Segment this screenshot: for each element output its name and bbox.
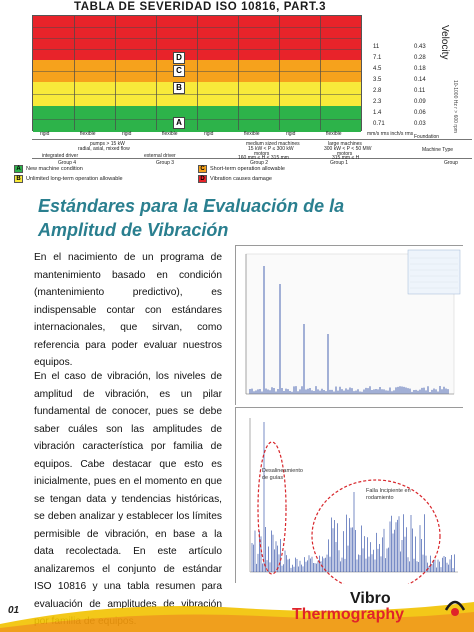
external-driver-label: external driver — [144, 153, 176, 159]
legend-text: Unlimited long-term operation allowable — [26, 176, 123, 182]
foundation-label: Foundation — [414, 134, 440, 140]
article-paragraph-1: En el nacimiento de un programa de mante… — [34, 252, 222, 368]
level-label: 2.8 — [373, 88, 382, 94]
column-label: flexible — [326, 131, 342, 137]
zone-letter-b: B — [173, 82, 185, 94]
article-paragraph-2: En el caso de vibración, los niveles de … — [34, 371, 222, 627]
group-2-label: Group 2 — [250, 160, 269, 166]
legend-item-a: A New machine condition — [14, 165, 83, 173]
zone-letter-c: C — [173, 65, 185, 77]
pumps-label: pumps > 15 kW — [90, 141, 125, 147]
legend-text: New machine condition — [26, 166, 83, 172]
legend-item-d: D Vibration causes damage — [198, 175, 272, 183]
group-3-label: Group 3 — [156, 160, 175, 166]
level-label: 4.5 — [373, 66, 382, 72]
brand-name-line-1: Vibro — [350, 590, 391, 607]
level-label-mm: 0.09 — [414, 99, 426, 105]
iso-severity-table: TABLA DE SEVERIDAD ISO 10816, PART.3 D C… — [12, 0, 472, 170]
legend-text: Vibration causes damage — [210, 176, 272, 182]
legend-swatch-c: C — [198, 165, 207, 173]
column-label: flexible — [162, 131, 178, 137]
page-number: 01 — [8, 605, 20, 616]
column-label: flexible — [80, 131, 96, 137]
column-label: flexible — [244, 131, 260, 137]
brand-logo-icon — [444, 600, 466, 616]
velocity-axis-subtitle: 10-1000 Hz r > 600 rpm — [452, 80, 458, 133]
severity-table-title: TABLA DE SEVERIDAD ISO 10816, PART.3 — [74, 1, 327, 13]
level-label-mm: 0.03 — [414, 121, 426, 127]
velocity-units: mm/s rms inch/s rms — [367, 131, 414, 137]
level-label-mm: 0.06 — [414, 110, 426, 116]
brand-name-line-2: Thermography — [292, 606, 405, 623]
level-label: 7.1 — [373, 55, 382, 61]
legend-item-c: C Short-term operation allowable — [198, 165, 285, 173]
level-label-mm: 0.18 — [414, 66, 426, 72]
legend-swatch-a: A — [14, 165, 23, 173]
column-label: rigid — [286, 131, 296, 137]
legend-item-b: B Unlimited long-term operation allowabl… — [14, 175, 123, 183]
pumps-sub-label: radial, axial, mixed flow — [78, 146, 130, 152]
spectrum-peaks-1 — [249, 266, 449, 394]
medium-machines-label: medium sized machines — [246, 141, 300, 147]
motors-label: motors — [254, 151, 270, 157]
zone-legend: A New machine condition B Unlimited long… — [14, 163, 434, 185]
column-label: rigid — [40, 131, 50, 137]
motors-sub-label: 160 mm ≤ H < 315 mm — [238, 155, 289, 161]
level-label: 1.4 — [373, 110, 382, 116]
info-panel-rows — [410, 257, 458, 289]
group-1-label: Group 1 — [330, 160, 349, 166]
level-label: 0.71 — [373, 121, 385, 127]
level-label: 11 — [373, 44, 380, 50]
bearing-fault-highlight — [311, 479, 441, 584]
spectrum-peaks-2 — [251, 422, 455, 572]
zone-letter-d: D — [173, 52, 185, 64]
legend-text: Short-term operation allowable — [210, 166, 285, 172]
level-label-mm: 0.11 — [414, 88, 426, 94]
legend-swatch-b: B — [14, 175, 23, 183]
zone-letter-a: A — [173, 117, 185, 129]
group-4-label: Group 4 — [58, 160, 77, 166]
spectrum-chart-1 — [235, 245, 464, 406]
misalignment-highlight — [257, 441, 287, 575]
level-label-mm: 0.43 — [414, 44, 426, 50]
group-header-label: Group — [444, 160, 458, 166]
medium-machines-sub-label: 15 kW < P ≤ 300 kW — [248, 146, 294, 152]
article-heading: Estándares para la Evaluación de la Ampl… — [38, 196, 345, 240]
spectrum-plot-1 — [236, 246, 464, 406]
spectrum-plot-2 — [236, 408, 464, 584]
footer-swoosh — [0, 602, 474, 632]
column-label: rigid — [204, 131, 214, 137]
level-label: 2.3 — [373, 99, 382, 105]
level-label-mm: 0.14 — [414, 77, 426, 83]
level-label-mm: 0.28 — [414, 55, 426, 61]
large-machines-label: large machines — [328, 141, 362, 147]
large-machines-sub-label: 300 kW < P < 50 MW — [324, 146, 372, 152]
machine-groups-row: pumps > 15 kW radial, axial, mixed flow … — [32, 139, 472, 161]
integrated-driver-label: integrated driver — [42, 153, 79, 159]
spectrum-info-panel — [407, 249, 461, 295]
severity-zone-grid: D C B A — [32, 15, 362, 132]
foundation-column-labels: rigid flexible rigid flexible rigid flex… — [32, 131, 362, 139]
annotation-misalignment: Desalineamiento de guías — [262, 468, 303, 481]
spectrum-chart-2: Desalineamiento de guías Falla Incipient… — [235, 407, 464, 584]
legend-swatch-d: D — [198, 175, 207, 183]
annotation-bearing-fault: Falla Incipiente en rodamiento — [366, 488, 411, 501]
motors-label: motors — [337, 151, 353, 157]
machine-type-label: Machine Type — [422, 147, 454, 153]
column-label: rigid — [122, 131, 132, 137]
velocity-axis-title: Velocity — [439, 25, 450, 60]
level-label: 3.5 — [373, 77, 382, 83]
motors-sub-label: 315 mm ≤ H — [332, 155, 360, 161]
